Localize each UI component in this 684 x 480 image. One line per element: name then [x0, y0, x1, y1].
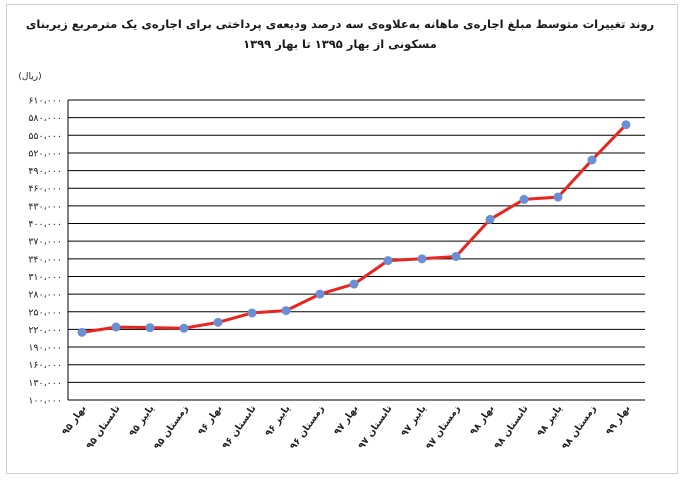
data-point — [621, 120, 631, 130]
y-tick-label: ۲۸۰،۰۰۰ — [28, 290, 62, 301]
data-point — [111, 322, 121, 332]
y-tick-label: ۵۵۰،۰۰۰ — [28, 131, 62, 142]
x-tick-label: تابستان ۹۸ — [492, 403, 530, 451]
x-tick-label: بهار ۹۹ — [604, 403, 632, 437]
x-tick-label: زمستان ۹۵ — [152, 403, 191, 451]
data-point — [179, 323, 189, 333]
y-tick-label: ۵۲۰،۰۰۰ — [28, 148, 62, 159]
y-tick-label: ۴۳۰،۰۰۰ — [28, 201, 62, 212]
data-point — [417, 254, 427, 264]
y-tick-label: ۳۷۰،۰۰۰ — [28, 237, 62, 248]
data-point — [281, 306, 291, 316]
x-tick-label: بهار ۹۶ — [196, 403, 224, 437]
series-line-path — [81, 123, 628, 334]
x-tick-label: زمستان ۹۶ — [288, 403, 327, 451]
data-point — [77, 327, 87, 337]
grid-lines — [67, 99, 645, 401]
x-tick-label: زمستان ۹۷ — [424, 403, 463, 451]
y-tick-label: ۴۹۰،۰۰۰ — [28, 166, 62, 177]
series-markers — [77, 120, 631, 337]
y-tick-label: ۴۰۰،۰۰۰ — [28, 219, 62, 230]
x-tick-label: بهار ۹۵ — [60, 403, 88, 437]
y-tick-label: ۵۸۰،۰۰۰ — [28, 113, 62, 124]
data-point — [247, 308, 257, 318]
x-tick-label: بهار ۹۸ — [468, 403, 496, 437]
data-point — [451, 251, 461, 261]
y-tick-label: ۱۶۰،۰۰۰ — [28, 360, 62, 371]
x-tick-label: پاییز ۹۶ — [263, 403, 292, 438]
x-tick-label: تابستان ۹۵ — [84, 403, 122, 451]
data-point — [213, 317, 223, 327]
x-tick-label: تابستان ۹۷ — [356, 403, 394, 451]
y-tick-label: ۲۵۰،۰۰۰ — [28, 307, 62, 318]
y-tick-label: ۲۲۰،۰۰۰ — [28, 325, 62, 336]
data-point — [383, 256, 393, 266]
x-tick-label: تابستان ۹۶ — [220, 403, 258, 451]
x-tick-label: پاییز ۹۷ — [399, 403, 428, 438]
x-tick-label: بهار ۹۷ — [332, 403, 360, 437]
data-point — [349, 279, 359, 289]
chart-title: روند تغییرات متوسط مبلغ اجاره‌ی ماهانه ب… — [25, 17, 655, 31]
y-tick-labels: ۱۰۰،۰۰۰ ۱۳۰،۰۰۰ ۱۶۰،۰۰۰ ۱۹۰،۰۰۰ ۲۲۰،۰۰۰ ۲۵۰،۰… — [28, 96, 62, 407]
data-point — [145, 323, 155, 333]
x-tick-label: پاییز ۹۵ — [127, 403, 156, 438]
chart-subtitle: مسکونی از بهار ۱۳۹۵ تا بهار ۱۳۹۹ — [243, 37, 437, 51]
y-tick-label: ۱۹۰،۰۰۰ — [28, 343, 62, 354]
y-tick-label: ۱۳۰،۰۰۰ — [28, 378, 62, 389]
chart-frame — [6, 4, 678, 474]
x-tick-label: پاییز ۹۸ — [535, 403, 564, 438]
y-tick-label: ۶۱۰،۰۰۰ — [28, 96, 62, 107]
y-tick-label: ۱۰۰،۰۰۰ — [28, 396, 62, 407]
data-point — [553, 192, 563, 202]
y-tick-label: ۴۶۰،۰۰۰ — [28, 184, 62, 195]
data-point — [587, 155, 597, 165]
data-point — [519, 194, 529, 204]
y-axis-label: (ریال) — [18, 72, 41, 82]
data-point — [485, 214, 495, 224]
x-tick-label: زمستان ۹۸ — [560, 403, 599, 451]
series-line — [81, 123, 628, 334]
y-tick-label: ۳۱۰،۰۰۰ — [28, 272, 62, 283]
y-tick-label: ۳۴۰،۰۰۰ — [28, 254, 62, 265]
data-point — [315, 289, 325, 299]
